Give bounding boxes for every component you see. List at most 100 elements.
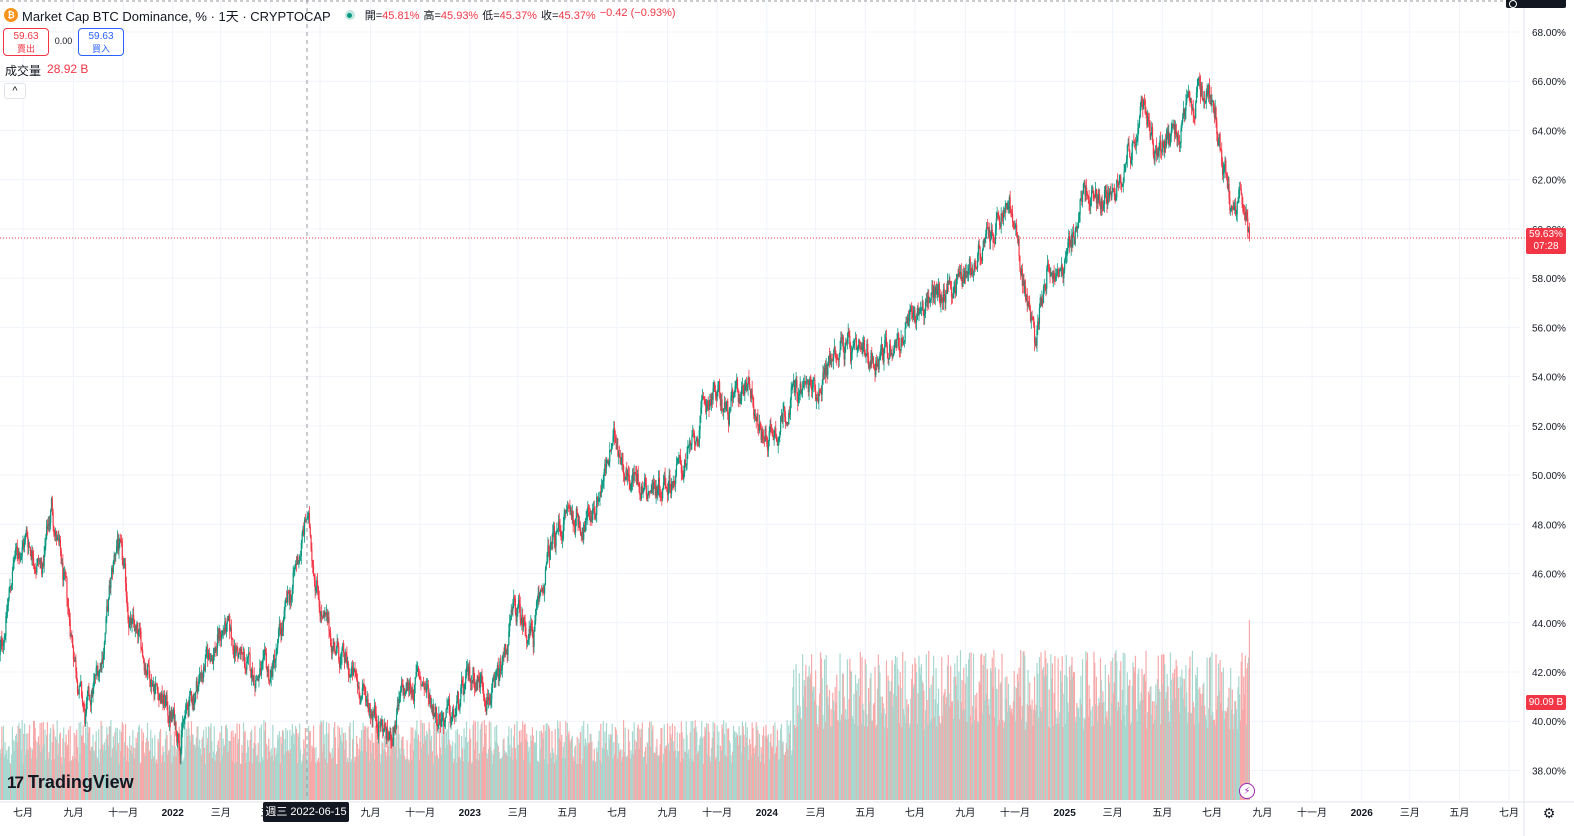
volume-bar bbox=[155, 762, 157, 800]
volume-bar bbox=[347, 762, 350, 800]
volume-bar bbox=[182, 760, 184, 800]
volume-bar bbox=[548, 728, 551, 800]
volume-bar bbox=[404, 756, 406, 800]
lightning-icon[interactable]: ⚡ bbox=[1239, 783, 1255, 799]
candle bbox=[418, 668, 420, 680]
candle bbox=[1032, 316, 1034, 322]
volume-bar bbox=[487, 749, 490, 800]
volume-bar bbox=[813, 687, 815, 800]
tradingview-logo[interactable]: 17 TradingView bbox=[7, 772, 134, 793]
candle bbox=[850, 341, 852, 365]
candle bbox=[626, 461, 628, 482]
collapse-legend-button[interactable]: ^ bbox=[4, 83, 26, 99]
candle bbox=[349, 674, 351, 684]
candle bbox=[382, 728, 385, 737]
candle bbox=[943, 282, 945, 302]
volume-bar bbox=[1187, 712, 1189, 800]
volume-legend[interactable]: 成交量 28.92 B bbox=[5, 62, 88, 79]
volume-bar bbox=[742, 726, 744, 800]
candle bbox=[557, 514, 560, 536]
volume-bar bbox=[295, 728, 298, 800]
volume-bar bbox=[504, 750, 506, 800]
candle bbox=[443, 711, 445, 735]
candle bbox=[141, 647, 143, 651]
candle bbox=[215, 646, 217, 654]
volume-bar bbox=[316, 760, 319, 800]
candle bbox=[1145, 106, 1147, 119]
volume-bar bbox=[1130, 722, 1132, 800]
candle bbox=[251, 667, 253, 686]
candle bbox=[1036, 325, 1038, 352]
candle bbox=[703, 395, 705, 405]
candle bbox=[898, 337, 901, 358]
buy-button[interactable]: 59.63 買入 bbox=[78, 28, 124, 56]
candle bbox=[430, 695, 432, 710]
candle bbox=[404, 687, 406, 699]
candle bbox=[27, 531, 29, 556]
candle bbox=[127, 602, 129, 624]
candle bbox=[1135, 133, 1137, 155]
volume-bar bbox=[556, 755, 558, 800]
candle bbox=[395, 720, 397, 735]
symbol-title[interactable]: Market Cap BTC Dominance, % · 1天 · CRYPT… bbox=[22, 8, 331, 24]
volume-bar bbox=[955, 685, 958, 800]
candle bbox=[178, 733, 180, 751]
volume-bar bbox=[911, 678, 913, 800]
candle bbox=[824, 360, 827, 384]
volume-bar bbox=[222, 738, 224, 800]
candle bbox=[10, 585, 12, 594]
scale-mode-icon[interactable] bbox=[1509, 0, 1517, 8]
candle bbox=[1182, 101, 1185, 119]
volume-bar bbox=[150, 759, 153, 800]
candle bbox=[1157, 146, 1159, 158]
candle bbox=[363, 678, 365, 695]
candle bbox=[732, 391, 735, 404]
candle bbox=[889, 339, 891, 360]
market-status-icon[interactable] bbox=[344, 10, 355, 20]
candle bbox=[685, 463, 687, 471]
volume-bar bbox=[286, 750, 288, 800]
sell-button[interactable]: 59.63 賣出 bbox=[3, 28, 49, 56]
volume-bar bbox=[1156, 679, 1159, 800]
candle bbox=[1072, 226, 1074, 249]
volume-bar bbox=[793, 669, 795, 800]
candle bbox=[736, 373, 738, 389]
candle bbox=[150, 673, 153, 695]
candle bbox=[1094, 181, 1097, 199]
x-tick-label: 五月 bbox=[1152, 807, 1172, 819]
volume-bar bbox=[162, 746, 164, 800]
candle bbox=[526, 640, 529, 648]
volume-bar bbox=[218, 747, 220, 800]
candle bbox=[788, 409, 790, 425]
candle bbox=[116, 530, 119, 554]
volume-bar bbox=[1222, 667, 1224, 800]
candle bbox=[823, 366, 825, 380]
candle bbox=[369, 703, 371, 719]
volume-bar bbox=[500, 759, 502, 800]
candle bbox=[301, 530, 303, 549]
candle bbox=[322, 610, 324, 619]
volume-bar bbox=[896, 657, 898, 800]
candle bbox=[32, 550, 35, 570]
volume-bar bbox=[623, 751, 625, 800]
volume-bar bbox=[563, 741, 565, 800]
candle bbox=[964, 264, 966, 285]
volume-bar bbox=[246, 752, 248, 800]
volume-bar bbox=[899, 671, 901, 800]
volume-bar bbox=[585, 742, 587, 800]
gear-icon[interactable]: ⚙ bbox=[1542, 804, 1556, 821]
candle bbox=[280, 622, 282, 643]
candle bbox=[1220, 147, 1222, 151]
volume-bar bbox=[1132, 662, 1134, 800]
candle bbox=[966, 271, 968, 278]
volume-bar bbox=[242, 752, 244, 800]
volume-bar bbox=[158, 742, 160, 800]
volume-bar bbox=[239, 763, 241, 800]
volume-bar bbox=[352, 720, 355, 800]
volume-bar bbox=[1086, 660, 1088, 800]
volume-bar bbox=[921, 680, 923, 800]
volume-bar bbox=[391, 740, 393, 800]
candle bbox=[300, 539, 302, 565]
volume-bar bbox=[1226, 707, 1229, 800]
